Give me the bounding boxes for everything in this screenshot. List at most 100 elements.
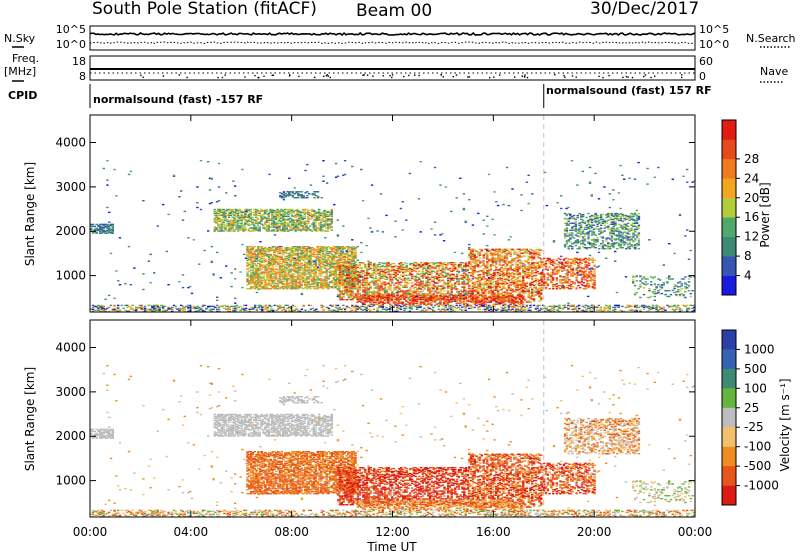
range-cell [253, 276, 256, 278]
range-cell [266, 255, 269, 258]
range-cell [266, 248, 269, 251]
range-cell [246, 246, 249, 248]
range-cell [327, 228, 330, 230]
range-cell [106, 226, 109, 228]
range-cell [260, 288, 264, 290]
range-cell [104, 223, 107, 226]
range-cell [312, 251, 316, 254]
range-cell [298, 211, 301, 214]
range-cell [267, 288, 271, 290]
range-cell [312, 219, 315, 221]
range-cell [520, 260, 523, 262]
range-cell [264, 273, 267, 275]
range-cell [263, 217, 267, 219]
range-cell [264, 249, 267, 252]
range-cell [407, 277, 410, 279]
range-cell [240, 222, 243, 224]
range-cell [262, 257, 265, 260]
range-cell [280, 255, 283, 258]
range-cell [327, 227, 330, 229]
range-cell [258, 228, 261, 230]
range-cell [236, 213, 240, 216]
range-cell [325, 223, 328, 225]
range-cell [229, 210, 233, 213]
noise-right-tick-low: 10^0 [699, 38, 729, 51]
range-cell [91, 232, 95, 234]
range-cell [264, 260, 267, 262]
range-cell [287, 218, 290, 220]
range-cell [244, 222, 247, 224]
range-cell [482, 286, 485, 288]
range-cell [251, 266, 255, 268]
range-cell [271, 224, 274, 226]
range-cell [257, 277, 260, 279]
range-cell [262, 213, 265, 216]
range-cell [283, 221, 287, 223]
range-cell [262, 285, 265, 287]
range-cell [321, 224, 324, 226]
range-cell [265, 209, 269, 212]
range-cell [257, 246, 260, 248]
range-cell [244, 228, 247, 230]
range-cell [108, 230, 111, 232]
range-cell [231, 219, 234, 221]
range-cell [258, 263, 262, 265]
range-cell [450, 291, 453, 293]
range-cell [255, 253, 258, 256]
range-cell [253, 230, 256, 232]
range-cell [303, 226, 306, 228]
range-cell [296, 228, 299, 230]
range-cell [290, 218, 294, 220]
range-cell [249, 258, 253, 261]
range-cell [236, 228, 240, 230]
range-cell [265, 229, 269, 231]
range-cell [220, 211, 224, 214]
range-cell [244, 212, 247, 215]
range-cell [351, 270, 354, 273]
range-cell [254, 212, 258, 215]
range-cell [227, 212, 231, 215]
range-cell [242, 228, 245, 230]
range-cell [291, 256, 294, 259]
range-cell [527, 277, 530, 280]
range-cell [264, 285, 267, 287]
range-cell [264, 253, 267, 256]
range-cell [534, 286, 538, 288]
range-cell [251, 262, 255, 264]
range-cell [330, 215, 333, 217]
range-cell [249, 212, 252, 215]
range-cell [437, 267, 441, 270]
range-cell [307, 213, 310, 216]
range-cell [108, 225, 111, 228]
range-cell [325, 224, 328, 226]
nave-dot [271, 74, 273, 76]
range-cell [287, 215, 290, 217]
range-cell [289, 210, 292, 213]
range-cell [272, 221, 276, 223]
range-cell [106, 224, 109, 227]
nave-dot [389, 74, 391, 77]
range-cell [428, 282, 432, 284]
range-cell [249, 259, 253, 261]
range-cell [258, 277, 262, 279]
range-cell [281, 222, 285, 224]
range-cell [540, 263, 543, 265]
range-cell [305, 229, 308, 231]
range-cell [262, 275, 265, 277]
range-cell [226, 209, 229, 212]
range-cell [505, 259, 509, 261]
range-cell [255, 273, 258, 275]
range-cell [410, 282, 414, 284]
range-cell [213, 229, 216, 231]
cpid-label: CPID [8, 89, 37, 102]
range-cell [229, 227, 233, 229]
range-cell [455, 275, 459, 277]
range-cell [245, 219, 249, 221]
range-cell [351, 291, 354, 293]
range-cell [314, 274, 318, 276]
range-cell [106, 229, 109, 231]
range-cell [242, 216, 245, 218]
range-cell [251, 265, 255, 267]
range-cell [319, 230, 323, 232]
range-cell [108, 227, 111, 229]
